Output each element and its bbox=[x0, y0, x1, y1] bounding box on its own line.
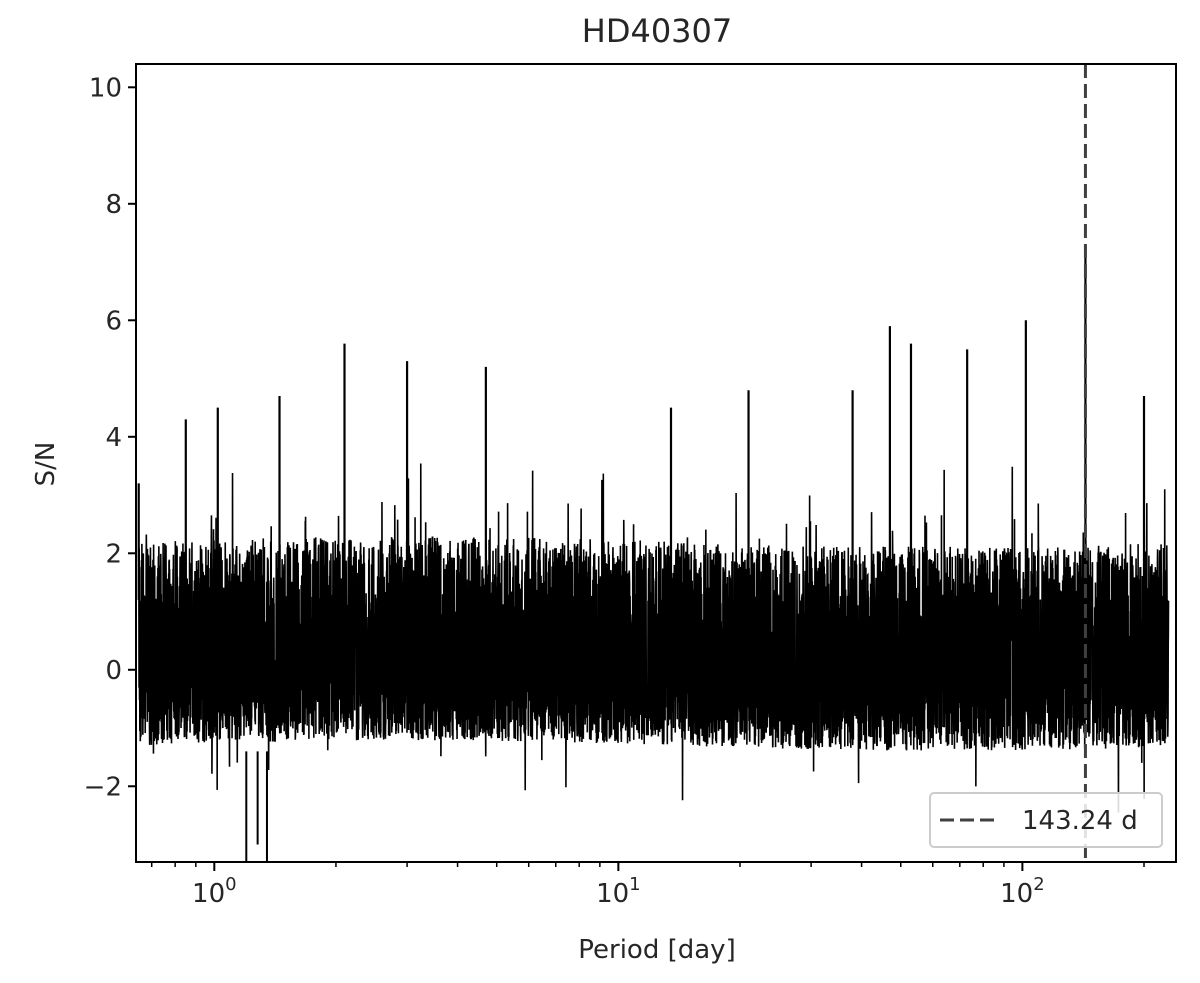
y-tick-label: 8 bbox=[105, 190, 122, 220]
y-axis: −2 0 2 4 6 8 10 bbox=[84, 73, 136, 802]
plot-area bbox=[135, 63, 1177, 863]
x-axis-label: Period [day] bbox=[578, 935, 735, 965]
legend-label: 143.24 d bbox=[1022, 806, 1138, 836]
x-tick-label: 102 bbox=[1000, 874, 1045, 909]
y-tick-label: 0 bbox=[105, 656, 122, 686]
y-axis-label: S/N bbox=[31, 442, 61, 487]
series-line bbox=[137, 463, 1170, 813]
y-tick-label: 10 bbox=[89, 73, 122, 103]
series-layer bbox=[137, 244, 1170, 862]
y-tick-label: 4 bbox=[105, 423, 122, 453]
x-tick-label: 101 bbox=[596, 874, 641, 909]
y-tick-label: 2 bbox=[105, 539, 122, 569]
chart-title: HD40307 bbox=[582, 12, 733, 50]
x-tick-label: 100 bbox=[192, 874, 237, 909]
x-axis: 100 101 102 bbox=[150, 862, 1145, 909]
legend-box bbox=[929, 792, 1163, 848]
y-tick-label: −2 bbox=[84, 772, 122, 802]
y-tick-label: 6 bbox=[105, 306, 122, 336]
legend: 143.24 d bbox=[929, 792, 1163, 848]
plot-frame bbox=[135, 63, 1177, 863]
